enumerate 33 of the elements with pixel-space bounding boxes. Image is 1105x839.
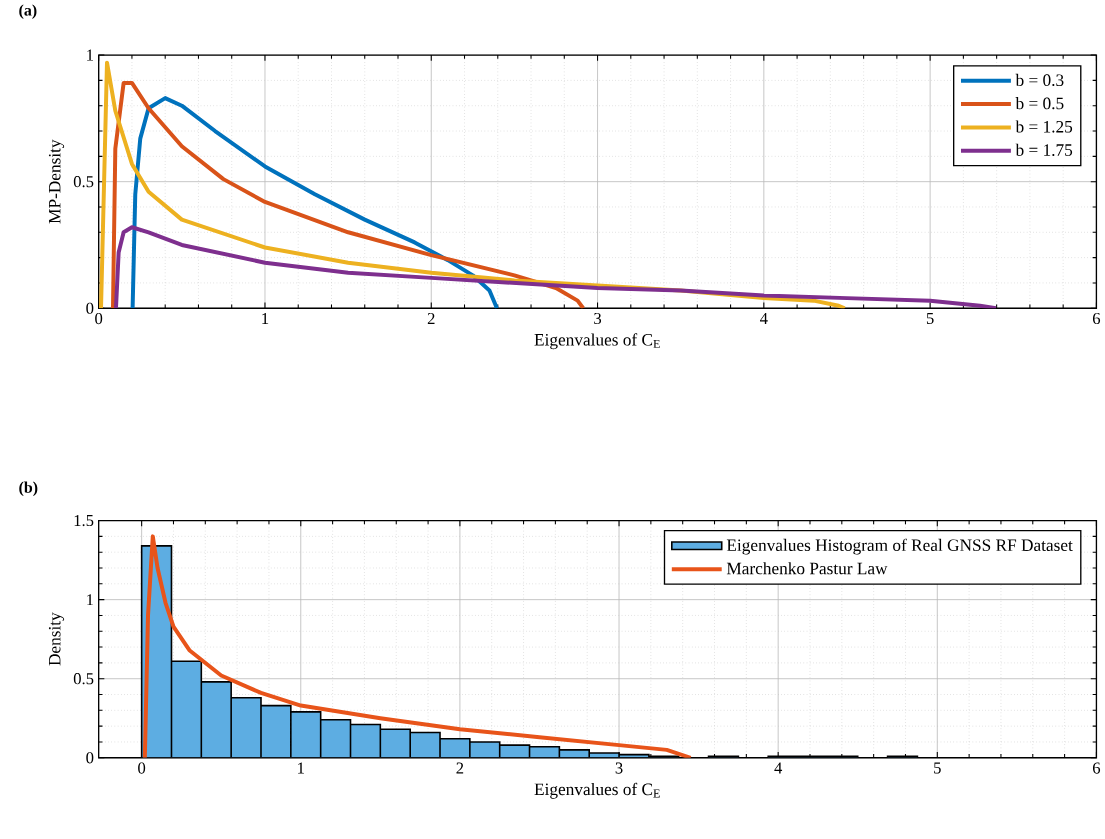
chart-title: (a) bbox=[19, 4, 37, 20]
x-axis-title: Eigenvalues of C$_{E}$ bbox=[534, 333, 660, 350]
y-tick-label: 0.5 bbox=[73, 176, 94, 188]
legend-label: Eigenvalues Histogram of Real GNSS RF Dataset bbox=[726, 538, 1073, 555]
x-tick-label: 0 bbox=[138, 762, 146, 774]
x-tick-label: 4 bbox=[774, 762, 783, 774]
x-tick-label: 0 bbox=[95, 313, 103, 325]
x-tick-label: 5 bbox=[934, 762, 941, 774]
legend-label: b = 0.3 bbox=[1015, 74, 1064, 87]
x-tick-label: 4 bbox=[760, 313, 768, 325]
x-tick-label: 1 bbox=[298, 762, 304, 774]
y-tick-label: 1 bbox=[87, 594, 93, 606]
chart-title: (b) bbox=[19, 481, 38, 497]
y-tick-label: 0.5 bbox=[73, 673, 94, 685]
x-tick-label: 3 bbox=[615, 762, 623, 774]
y-tick-label: 1 bbox=[87, 49, 93, 61]
y-axis-title: MP-Density bbox=[48, 139, 65, 224]
x-tick-label: 3 bbox=[594, 313, 602, 325]
x-tick-label: 6 bbox=[1092, 313, 1101, 325]
x-tick-label: 5 bbox=[926, 313, 934, 325]
legend-label: Marchenko Pastur Law bbox=[726, 562, 888, 575]
y-axis-title: Density bbox=[48, 612, 65, 666]
x-tick-label: 2 bbox=[456, 762, 464, 774]
y-tick-label: 0 bbox=[86, 302, 94, 315]
x-axis-title: Eigenvalues of C$_{E}$ bbox=[534, 783, 660, 799]
legend-label: b = 0.5 bbox=[1015, 97, 1064, 110]
x-tick-label: 1 bbox=[262, 313, 269, 325]
x-tick-label: 2 bbox=[427, 313, 435, 325]
x-tick-label: 6 bbox=[1092, 762, 1101, 774]
legend-label: b = 1.75 bbox=[1015, 143, 1073, 157]
y-tick-label: 0 bbox=[86, 752, 94, 764]
y-tick-label: 1.5 bbox=[74, 515, 94, 527]
legend-label: b = 1.25 bbox=[1015, 120, 1073, 133]
